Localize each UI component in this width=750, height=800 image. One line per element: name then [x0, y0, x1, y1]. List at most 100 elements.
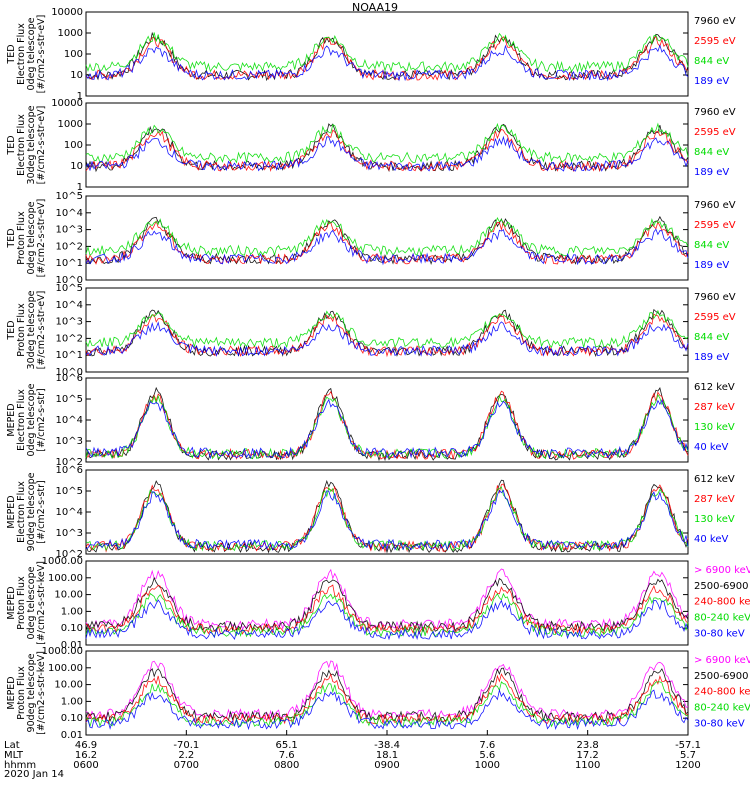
- legend-entry: 80-240 keV: [694, 613, 750, 624]
- legend-entry: 7960 eV: [694, 107, 736, 118]
- y-tick-label: 10^3: [56, 436, 83, 447]
- legend-entry: 130 keV: [694, 514, 735, 525]
- series-trace: [85, 486, 689, 552]
- y-axis-label-line: TED: [6, 228, 17, 248]
- footer-date: 2020 Jan 14: [4, 769, 64, 780]
- y-axis-label-line: 30deg telescope: [26, 105, 37, 184]
- series-trace: [85, 321, 689, 357]
- y-axis-label-line: Electron Flux: [16, 23, 27, 85]
- series-trace: [85, 219, 689, 265]
- y-tick-label: 10^4: [56, 208, 83, 219]
- y-axis-label-line: [#/cm2-s-str]: [36, 480, 47, 543]
- legend-entry: 2595 eV: [694, 127, 736, 138]
- plot-frame: [85, 195, 689, 281]
- legend-entry: 30-80 keV: [694, 628, 745, 639]
- y-tick-label: 1000: [58, 119, 83, 130]
- y-axis-label: MEPEDProton Flux90deg telescope[#/cm2-s-…: [6, 651, 47, 735]
- series-trace: [85, 393, 689, 460]
- series-trace: [85, 32, 689, 73]
- y-tick-label: 0.10: [61, 623, 83, 634]
- legend-entry: 240-800 keV: [694, 687, 750, 698]
- y-axis-label-line: Electron Flux: [16, 389, 27, 451]
- y-tick-label: 10^0: [56, 367, 83, 378]
- y-axis-label-line: MEPED: [6, 495, 17, 528]
- y-axis-label-line: [#/cm2-s-str-keV]: [36, 561, 47, 645]
- y-axis-label-line: 30deg telescope: [26, 290, 37, 369]
- legend-entry: 7960 eV: [694, 16, 736, 27]
- y-axis-label: MEPEDProton Flux0deg telescope[#/cm2-s-s…: [6, 561, 47, 645]
- footer-value: 0700: [174, 760, 199, 771]
- footer-value: 65.1: [276, 740, 298, 751]
- panel-6: 10^2 10^3 10^4 10^5 10^6 MEPEDElectron Flux90…: [6, 465, 735, 560]
- plot-frame: [85, 287, 689, 373]
- series-trace: [85, 398, 689, 460]
- legend-entry: 240-800 keV: [694, 597, 750, 608]
- legend-entry: 130 keV: [694, 422, 735, 433]
- y-tick-label: 100: [64, 140, 83, 151]
- plot-frame: [85, 560, 689, 646]
- y-tick-label: 10^6: [56, 373, 83, 384]
- series-trace: [85, 309, 689, 349]
- legend-entry: 189 eV: [694, 352, 729, 363]
- y-tick-label: 10^1: [56, 258, 83, 269]
- y-axis-label-line: [#/cm2-s-str]: [36, 388, 47, 451]
- footer-value: 0800: [274, 760, 299, 771]
- legend-entry: 7960 eV: [694, 200, 736, 211]
- footer-value: 7.6: [479, 740, 495, 751]
- series-trace: [85, 660, 689, 721]
- y-axis-label-line: MEPED: [6, 676, 17, 709]
- panel-3: 10^0 10^1 10^2 10^3 10^4 10^5 TEDProton Flux0d…: [6, 191, 736, 286]
- legend-entry: 844 eV: [694, 147, 729, 158]
- y-axis-label: MEPEDElectron Flux90deg telescope[#/cm2-…: [6, 472, 47, 551]
- legend-entry: 40 keV: [694, 442, 728, 453]
- y-tick-label: 10^2: [56, 549, 83, 560]
- y-tick-label: 10^4: [56, 415, 83, 426]
- y-tick-label: 10^3: [56, 317, 83, 328]
- y-axis-label-line: Proton Flux: [16, 303, 27, 357]
- y-tick-label: 1000.00: [42, 646, 83, 657]
- y-axis-label-line: [#/cm2-s-str-keV]: [36, 651, 47, 735]
- y-tick-label: 10^5: [56, 486, 83, 497]
- footer-value: -57.1: [675, 740, 701, 751]
- footer-value: 5.7: [680, 750, 696, 761]
- legend-entry: 612 keV: [694, 382, 735, 393]
- footer-value: 17.2: [577, 750, 599, 761]
- y-tick-label: 100: [64, 49, 83, 60]
- legend-entry: 2500-6900: [694, 581, 749, 592]
- series-trace: [85, 599, 689, 641]
- y-axis-label-line: Proton Flux: [16, 211, 27, 265]
- y-axis-label-line: TED: [6, 135, 17, 155]
- footer-value: 7.6: [279, 750, 295, 761]
- y-tick-label: 10^1: [56, 350, 83, 361]
- legend-entry: 2500-6900: [694, 671, 749, 682]
- series-trace: [85, 489, 689, 551]
- y-tick-label: 10^2: [56, 333, 83, 344]
- footer-value: 16.2: [75, 750, 97, 761]
- footer-value: 1000: [475, 760, 500, 771]
- panel-4: 10^0 10^1 10^2 10^3 10^4 10^5 TEDProton Flux30…: [6, 283, 736, 378]
- legend-entry: 189 eV: [694, 76, 729, 87]
- y-tick-label: 0.10: [61, 713, 83, 724]
- series-trace: [85, 31, 689, 82]
- legend-entry: 844 eV: [694, 332, 729, 343]
- y-tick-label: 10^4: [56, 300, 83, 311]
- series-trace: [85, 215, 689, 266]
- y-tick-label: 1: [77, 91, 83, 102]
- legend-entry: 844 eV: [694, 56, 729, 67]
- series-trace: [85, 128, 689, 172]
- y-tick-label: 1000: [58, 28, 83, 39]
- series-trace: [85, 568, 689, 631]
- y-axis-label-line: [#/cm2-s-str-eV]: [36, 15, 47, 94]
- panel-8: 0.010.101.0010.00100.001000.00MEPEDProto…: [6, 646, 750, 741]
- y-tick-label: 10^5: [56, 191, 83, 202]
- y-axis-label: TEDProton Flux0deg telescope[#/cm2-s-str…: [6, 199, 47, 278]
- y-tick-label: 100.00: [48, 573, 83, 584]
- y-tick-label: 10^4: [56, 507, 83, 518]
- footer-value: -70.1: [173, 740, 199, 751]
- footer-value: 0600: [73, 760, 98, 771]
- y-axis-label-line: 90deg telescope: [26, 472, 37, 551]
- y-tick-label: 100.00: [48, 663, 83, 674]
- panel-5: 10^2 10^3 10^4 10^5 10^6 MEPEDElectron Flux0d…: [6, 373, 735, 468]
- y-axis-label-line: TED: [6, 44, 17, 64]
